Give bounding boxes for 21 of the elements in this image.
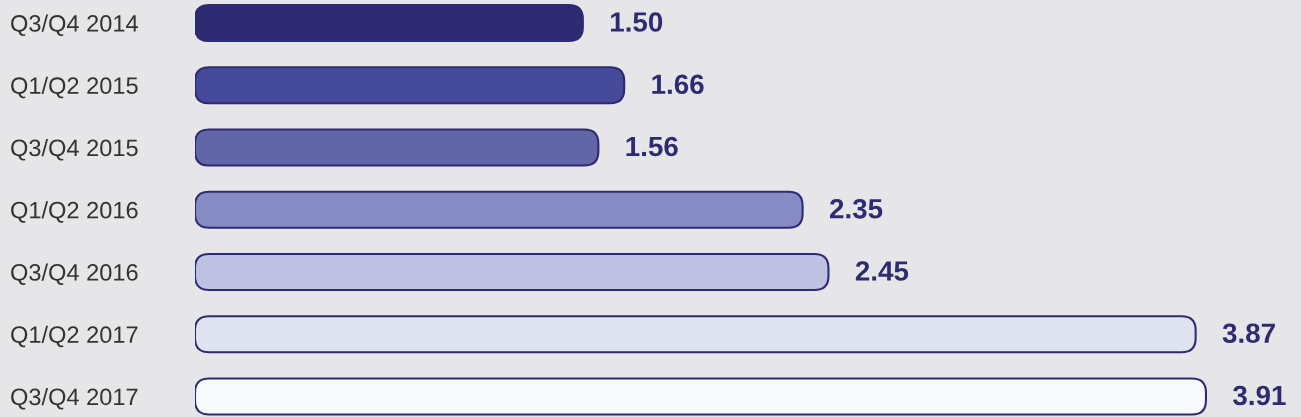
bar: [195, 315, 1197, 354]
bar: [195, 377, 1208, 416]
y-tick-label: Q3/Q4 2017: [11, 387, 138, 410]
bar: [195, 3, 584, 43]
data-label: 1.56: [626, 136, 678, 157]
bar: [195, 252, 830, 292]
data-label: 3.91: [1233, 385, 1286, 406]
bar: [195, 128, 600, 167]
data-label: 1.66: [652, 74, 704, 95]
data-label: 2.45: [855, 261, 909, 281]
data-label: 3.87: [1222, 323, 1275, 344]
y-tick-label: Q3/Q4 2016: [11, 263, 138, 285]
y-tick-label: Q3/Q4 2014: [11, 14, 138, 37]
data-label: 2.35: [829, 198, 883, 219]
data-label: 1.50: [610, 12, 663, 32]
bar: [195, 190, 804, 229]
y-tick-label: Q3/Q4 2015: [11, 138, 138, 161]
y-tick-label: Q1/Q2 2015: [11, 76, 138, 99]
bar: [195, 66, 626, 105]
y-tick-label: Q1/Q2 2016: [11, 201, 138, 223]
y-tick-label: Q1/Q2 2017: [11, 325, 138, 348]
